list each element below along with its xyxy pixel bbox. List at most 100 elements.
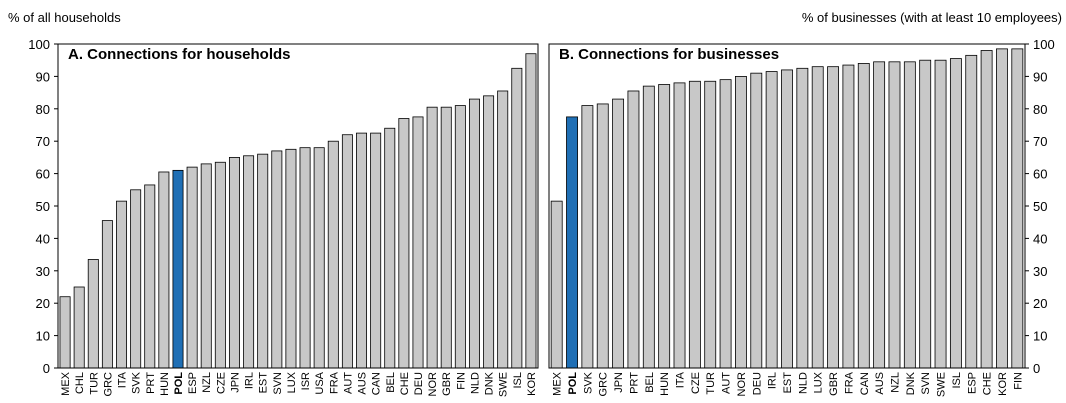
bar [468,98,480,369]
bar [116,200,128,369]
bar [130,189,142,369]
plot-frame [57,43,539,369]
x-tick-label: KOR [997,372,1009,396]
bar [59,296,71,369]
x-tick-label: FRA [843,371,855,394]
y-tick-label: 50 [36,199,50,214]
bar [454,105,466,369]
bar [612,98,625,369]
bar [228,156,240,369]
bar [596,103,609,369]
plot-frame [548,43,1026,369]
x-tick-label: SVK [131,371,143,394]
bar [827,66,839,369]
x-tick-label: AUS [874,372,886,395]
panel-title: A. Connections for households [68,46,291,63]
x-tick-label: IRL [244,372,256,389]
x-tick-label: POL [173,372,185,395]
x-tick-label: NLD [469,372,481,394]
x-tick-label: LUX [813,371,825,393]
y-tick-label: 30 [36,264,50,279]
bar [949,58,962,369]
x-tick-label: KOR [526,372,538,396]
bar [511,67,523,369]
bar [566,116,578,369]
y-tick-label: 20 [1033,296,1047,311]
bar [888,61,901,369]
bar [873,61,886,369]
bar [497,90,509,369]
bar [642,85,655,369]
bar [370,132,382,369]
x-tick-label: BEL [644,372,656,393]
y-tick-label: 90 [1033,69,1047,84]
x-tick-label: NZL [889,372,901,393]
bar [426,106,438,369]
x-tick-label: AUT [342,372,354,394]
y-tick-label: 70 [36,134,50,149]
y-tick-label: 0 [43,361,50,376]
y-tick-label: 10 [1033,329,1047,344]
bar [765,71,778,369]
x-tick-label: DNK [905,371,917,395]
x-tick-label: ISL [951,372,963,389]
y-tick-label: 100 [28,37,50,52]
bar [356,132,368,369]
x-tick-label: EST [258,372,270,394]
bar [550,200,563,369]
y-tick-label: 90 [36,69,50,84]
x-tick-label: MEX [552,371,564,396]
x-tick-label: NZL [201,372,213,393]
x-tick-label: PRT [145,372,157,394]
x-tick-label: CZE [690,372,702,394]
y-tick-label: 70 [1033,134,1047,149]
y-tick-label: 0 [1033,361,1040,376]
y-tick-label: 60 [36,167,50,182]
bar [299,147,311,369]
bar [996,48,1008,369]
y-tick-label: 80 [1033,102,1047,117]
x-tick-label: NLD [797,372,809,394]
bar [658,84,671,369]
x-tick-label: POL [567,372,579,395]
x-tick-label: ITA [675,371,687,388]
x-tick-label: HUN [659,372,671,396]
x-tick-label: HUN [159,372,171,396]
bar [980,50,993,369]
x-tick-label: CHE [399,372,411,395]
bar [440,106,452,369]
y-tick-label: 60 [1033,167,1047,182]
x-tick-label: CHL [74,372,86,394]
y-axis-label: % of businesses (with at least 10 employ… [802,10,1062,25]
x-tick-label: NOR [427,372,439,397]
bar [327,140,339,369]
y-axis-label: % of all households [8,10,121,25]
bar [384,127,396,369]
x-tick-label: GRC [102,372,114,397]
bar [158,171,170,369]
x-tick-label: JPN [229,372,241,393]
x-tick-label: FIN [1012,372,1024,390]
x-tick-label: CHE [982,372,994,395]
x-tick-label: DEU [751,372,763,395]
bar [243,155,255,369]
bar [581,105,594,369]
y-tick-label: 40 [1033,231,1047,246]
x-tick-label: AUT [721,372,733,394]
bar [398,118,410,369]
x-tick-label: MEX [60,371,72,396]
x-tick-label: GBR [441,372,453,396]
x-tick-label: CAN [859,372,871,395]
bar [483,95,495,369]
bar [704,80,717,369]
y-tick-label: 30 [1033,264,1047,279]
x-tick-label: IRL [767,372,779,389]
bar [965,54,978,369]
x-tick-label: AUS [357,372,369,395]
bar [186,166,198,369]
y-tick-label: 40 [36,231,50,246]
x-tick-label: GBR [828,372,840,396]
x-tick-label: TUR [88,372,100,395]
bar [796,67,809,369]
bar [313,147,325,369]
